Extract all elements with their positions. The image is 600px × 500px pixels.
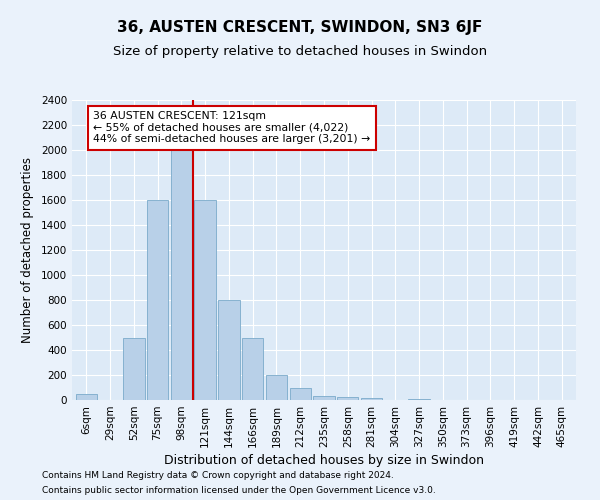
Bar [242, 338, 263, 400]
Bar [194, 200, 216, 400]
Text: 36, AUSTEN CRESCENT, SWINDON, SN3 6JF: 36, AUSTEN CRESCENT, SWINDON, SN3 6JF [118, 20, 482, 35]
Bar [266, 375, 287, 400]
Bar [218, 300, 239, 400]
Text: Contains public sector information licensed under the Open Government Licence v3: Contains public sector information licen… [42, 486, 436, 495]
Bar [409, 399, 430, 400]
Text: 36 AUSTEN CRESCENT: 121sqm
← 55% of detached houses are smaller (4,022)
44% of s: 36 AUSTEN CRESCENT: 121sqm ← 55% of deta… [94, 112, 371, 144]
Y-axis label: Number of detached properties: Number of detached properties [21, 157, 34, 343]
Bar [361, 398, 382, 400]
Text: Size of property relative to detached houses in Swindon: Size of property relative to detached ho… [113, 45, 487, 58]
Bar [290, 388, 311, 400]
Bar [123, 338, 145, 400]
X-axis label: Distribution of detached houses by size in Swindon: Distribution of detached houses by size … [164, 454, 484, 467]
Bar [170, 150, 192, 400]
Bar [337, 397, 358, 400]
Text: Contains HM Land Registry data © Crown copyright and database right 2024.: Contains HM Land Registry data © Crown c… [42, 471, 394, 480]
Bar [76, 394, 97, 400]
Bar [147, 200, 168, 400]
Bar [313, 396, 335, 400]
